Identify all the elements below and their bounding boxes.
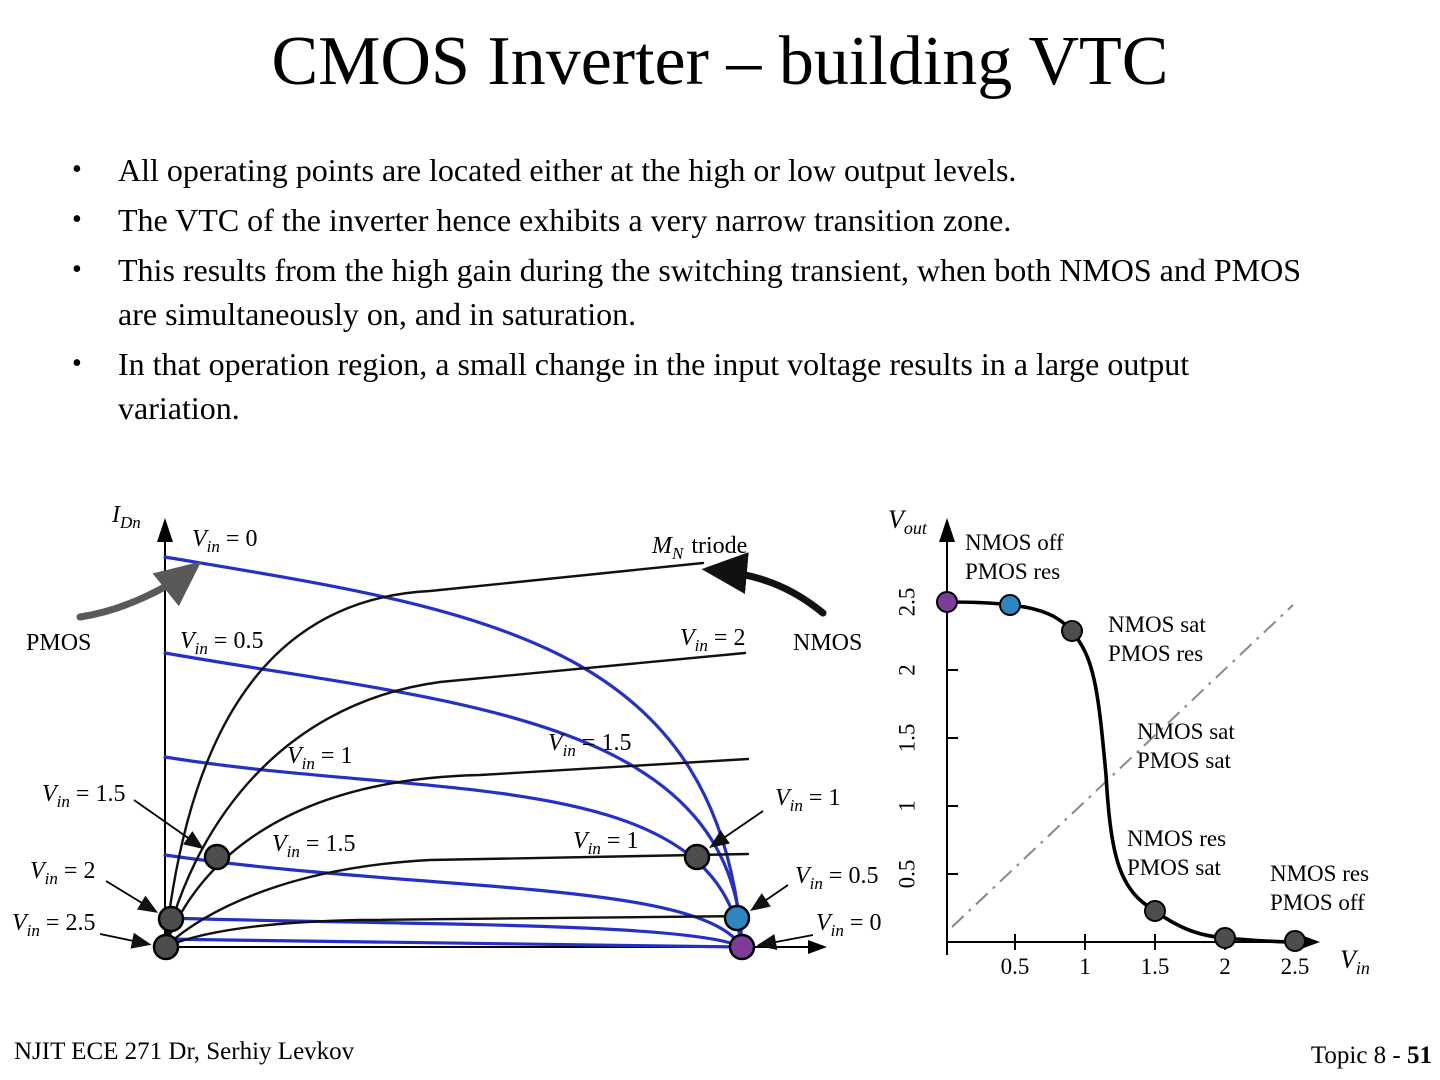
region-label-nmos-sat-pmos-sat: NMOS sat <box>1137 719 1235 744</box>
x-tick-label: 2 <box>1219 954 1231 979</box>
vin1-label: Vin = 1 <box>287 743 352 773</box>
vin15-mid-label: Vin = 1.5 <box>272 831 355 861</box>
arrow-to-op-vin05-icon <box>750 884 789 912</box>
y-tick-label: 1 <box>895 800 920 812</box>
op-point-vin1 <box>683 843 711 871</box>
footer-topic-label: Topic 8 - <box>1310 1042 1407 1069</box>
unity-reference-line <box>951 604 1294 928</box>
load-line-diagram: IDn Vin = 0 PMOS Vin = 0.5 Vin = 1 Vin = 1.5… <box>12 502 881 961</box>
region-label-nmos-res-pmos-off: PMOS off <box>1270 890 1365 915</box>
pmos-pointer-arrow-icon <box>76 561 202 621</box>
vtc-point-vin15 <box>1144 900 1166 922</box>
nmos-curve-vin2 <box>163 651 747 949</box>
arrow-to-op-vin2-icon <box>105 880 159 913</box>
vin05-right-label: Vin = 0.5 <box>795 863 878 893</box>
vin15-left-label: Vin = 1.5 <box>42 781 125 811</box>
vin0-label: Vin = 0 <box>192 526 257 556</box>
pmos-load-curve-vin2 <box>163 916 744 949</box>
op-point-vin15 <box>203 843 231 871</box>
vtc-x-axis-arrow-icon <box>1301 935 1320 949</box>
vtc-point-vin25 <box>1284 930 1306 952</box>
page-title: CMOS Inverter – building VTC <box>271 23 1169 100</box>
op-point-vin25 <box>152 933 180 961</box>
region-label-nmos-res-pmos-sat: NMOS res <box>1127 826 1226 851</box>
vtc-point-vin2 <box>1214 927 1236 949</box>
pmos-load-curve-vin25 <box>163 937 744 949</box>
op-point-vin2 <box>157 905 185 933</box>
arrow-to-op-vin0-icon <box>756 934 814 950</box>
vin1-mid-label: Vin = 1 <box>573 828 638 858</box>
nmos-curve-vin05 <box>163 914 750 949</box>
nmos-label: NMOS <box>793 630 862 656</box>
y-tick-label: 0.5 <box>895 860 920 889</box>
bullet-item: All operating points are located either … <box>72 148 1303 192</box>
x-axis-arrow-icon <box>808 940 827 954</box>
x-tick-label: 1.5 <box>1141 954 1170 979</box>
vtc-point-vin0 <box>936 591 958 613</box>
arrow-to-op-vin1-icon <box>709 810 764 849</box>
arrow-to-op-vin25-icon <box>99 932 152 949</box>
vin2-left-label: Vin = 2 <box>30 858 95 888</box>
y-axis-label: IDn <box>111 502 141 532</box>
footer-page-number: 51 <box>1407 1042 1432 1069</box>
bullet-item: This results from the high gain during t… <box>72 248 1303 336</box>
nmos-curve-vin25 <box>163 561 705 949</box>
vin05-label: Vin = 0.5 <box>180 628 263 658</box>
vin1-right-label: Vin = 1 <box>775 785 840 815</box>
region-label-nmos-sat-pmos-sat: PMOS sat <box>1137 748 1232 773</box>
region-label-nmos-sat-pmos-res: PMOS res <box>1108 641 1203 666</box>
vin15-right-label: Vin = 1.5 <box>548 730 631 760</box>
pmos-load-curve-vin0 <box>163 555 744 949</box>
y-tick-label: 2.5 <box>895 588 920 617</box>
nmos-pointer-arrow-icon <box>701 552 827 617</box>
pmos-load-curve-vin05 <box>163 651 744 949</box>
pmos-load-curve-vin1 <box>163 755 744 949</box>
region-label-nmos-res-pmos-off: NMOS res <box>1270 861 1369 886</box>
vtc-point-vin05 <box>999 594 1021 616</box>
vtc-y-axis-label: Vout <box>888 505 928 538</box>
bullet-item: In that operation region, a small change… <box>72 342 1303 430</box>
op-point-vin0 <box>728 933 756 961</box>
y-tick-label: 2 <box>895 664 920 676</box>
vtc-point-vin1 <box>1061 620 1083 642</box>
mn-triode-label: MN triode <box>651 533 747 563</box>
pmos-label: PMOS <box>26 630 91 656</box>
arrow-to-op-vin15-icon <box>133 799 204 850</box>
footer-course-info: NJIT ECE 271 Dr, Serhiy Levkov <box>14 1038 355 1065</box>
region-label-nmos-sat-pmos-res: NMOS sat <box>1108 612 1206 637</box>
y-tick-label: 1.5 <box>895 724 920 753</box>
region-label-nmos-off-pmos-res: PMOS res <box>965 559 1060 584</box>
region-label-nmos-off-pmos-res: NMOS off <box>965 530 1064 555</box>
vin25-left-label: Vin = 2.5 <box>12 910 95 940</box>
op-point-vin05 <box>723 904 751 932</box>
bullet-item: The VTC of the inverter hence exhibits a… <box>72 198 1303 242</box>
region-label-nmos-res-pmos-sat: PMOS sat <box>1127 855 1222 880</box>
nmos-curve-vin1 <box>163 852 750 949</box>
vtc-y-axis-arrow-icon <box>939 518 955 542</box>
vtc-diagram: Vout Vin 2.5 2 1.5 1 0.5 0.5 1 1.5 2 2.5… <box>888 505 1370 979</box>
bullet-list: All operating points are located either … <box>66 148 1303 436</box>
pmos-load-curve-vin15 <box>163 853 744 949</box>
vin2-right-label: Vin = 2 <box>680 625 745 655</box>
footer-page-info: Topic 8 - 51 <box>1311 1042 1432 1070</box>
vtc-x-axis-label: Vin <box>1340 945 1370 978</box>
x-tick-label: 2.5 <box>1281 954 1310 979</box>
y-axis-arrow-icon <box>157 518 173 542</box>
x-tick-label: 1 <box>1079 954 1091 979</box>
x-tick-label: 0.5 <box>1001 954 1030 979</box>
vin0-right-label: Vin = 0 <box>816 910 881 940</box>
